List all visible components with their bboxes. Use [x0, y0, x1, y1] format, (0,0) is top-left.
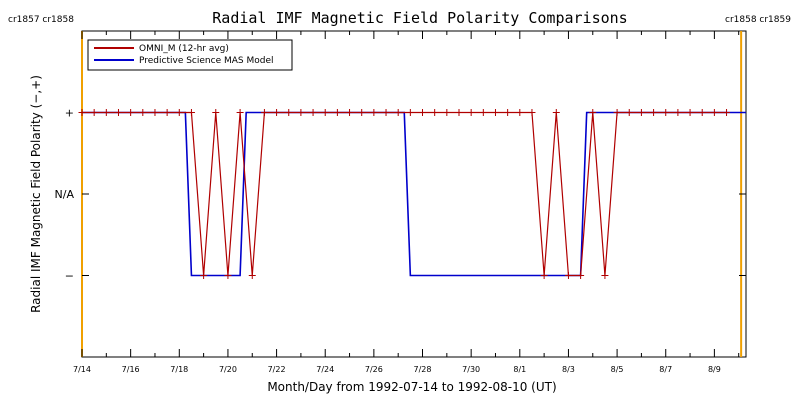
omni-point [589, 109, 597, 116]
omni-point [139, 109, 147, 116]
carrington-label: cr1857 cr1858 [8, 15, 74, 25]
omni-point [674, 109, 682, 116]
omni-point [212, 109, 220, 116]
omni-point [394, 109, 402, 116]
omni-point [479, 109, 487, 116]
x-tick-label: 7/28 [414, 365, 432, 374]
x-tick-label: 7/26 [365, 365, 383, 374]
omni-point [224, 272, 232, 279]
omni-point [309, 109, 317, 116]
omni-point [321, 109, 329, 116]
x-tick-label: 7/20 [219, 365, 237, 374]
mas-line [82, 111, 746, 277]
y-tick-label: N/A [55, 188, 75, 201]
omni-point [698, 109, 706, 116]
omni-point [613, 109, 621, 116]
omni-point [114, 109, 122, 116]
omni-point [528, 109, 536, 116]
omni-point [625, 109, 633, 116]
omni-point [346, 109, 354, 116]
omni-point [273, 109, 281, 116]
omni-point [504, 109, 512, 116]
omni-point [686, 109, 694, 116]
legend-mas-label: Predictive Science MAS Model [139, 56, 274, 66]
omni-point [285, 109, 293, 116]
y-tick-label: + [65, 107, 74, 120]
omni-point [358, 109, 366, 116]
chart-title: Radial IMF Magnetic Field Polarity Compa… [212, 9, 627, 27]
x-tick-label: 7/22 [268, 365, 286, 374]
y-axis-label: Radial IMF Magnetic Field Polarity (−,+) [29, 75, 43, 313]
x-tick-label: 7/30 [462, 365, 480, 374]
omni-point [187, 109, 195, 116]
carrington-label: cr1858 cr1859 [725, 15, 791, 25]
mas-series [82, 111, 746, 277]
omni-point [260, 109, 268, 116]
omni-point [650, 109, 658, 116]
x-tick-label: 8/5 [611, 365, 624, 374]
omni-point [236, 109, 244, 116]
omni-point [455, 109, 463, 116]
x-tick-label: 7/16 [122, 365, 140, 374]
omni-point [577, 272, 585, 279]
omni-point [710, 109, 718, 116]
omni-point [200, 272, 208, 279]
omni-point [90, 109, 98, 116]
omni-point [102, 109, 110, 116]
x-tick-label: 7/18 [170, 365, 188, 374]
omni-point [333, 109, 341, 116]
x-tick-label: 8/9 [708, 365, 721, 374]
omni-point [163, 109, 171, 116]
omni-point [552, 109, 560, 116]
omni-point [151, 109, 159, 116]
plot-frame [81, 30, 747, 358]
omni-point [297, 109, 305, 116]
omni-point [248, 272, 256, 279]
carrington-labels: cr1857 cr1858 cr1858 cr1859 [8, 15, 791, 25]
legend-box [87, 39, 293, 71]
omni-point [175, 109, 183, 116]
omni-point [382, 109, 390, 116]
omni-point [406, 109, 414, 116]
carrington-lines [81, 31, 743, 357]
omni-point [78, 109, 86, 116]
omni-point [443, 109, 451, 116]
omni-line [82, 111, 727, 277]
omni-point [564, 272, 572, 279]
x-tick-label: 7/24 [316, 365, 334, 374]
omni-point [601, 272, 609, 279]
legend-omni-label: OMNI_M (12-hr avg) [139, 44, 229, 54]
omni-point [540, 272, 548, 279]
omni-series [78, 109, 731, 279]
y-axis: + N/A − [55, 107, 746, 283]
omni-point [516, 109, 524, 116]
x-tick-label: 8/1 [513, 365, 526, 374]
omni-point [467, 109, 475, 116]
legend: OMNI_M (12-hr avg) Predictive Science MA… [87, 39, 293, 71]
x-tick-label: 8/3 [562, 365, 575, 374]
omni-point [127, 109, 135, 116]
x-tick-label: 7/14 [73, 365, 91, 374]
omni-point [419, 109, 427, 116]
y-tick-label: − [65, 270, 74, 283]
x-tick-label: 8/7 [659, 365, 672, 374]
omni-point [431, 109, 439, 116]
omni-point [662, 109, 670, 116]
x-axis-label: Month/Day from 1992-07-14 to 1992-08-10 … [267, 380, 556, 394]
omni-point [637, 109, 645, 116]
omni-point [370, 109, 378, 116]
omni-point [723, 109, 731, 116]
x-axis: 7/14 7/16 7/18 7/20 7/22 7/24 7/26 7/28 7/30 8/1 8… [73, 31, 740, 374]
omni-point [491, 109, 499, 116]
